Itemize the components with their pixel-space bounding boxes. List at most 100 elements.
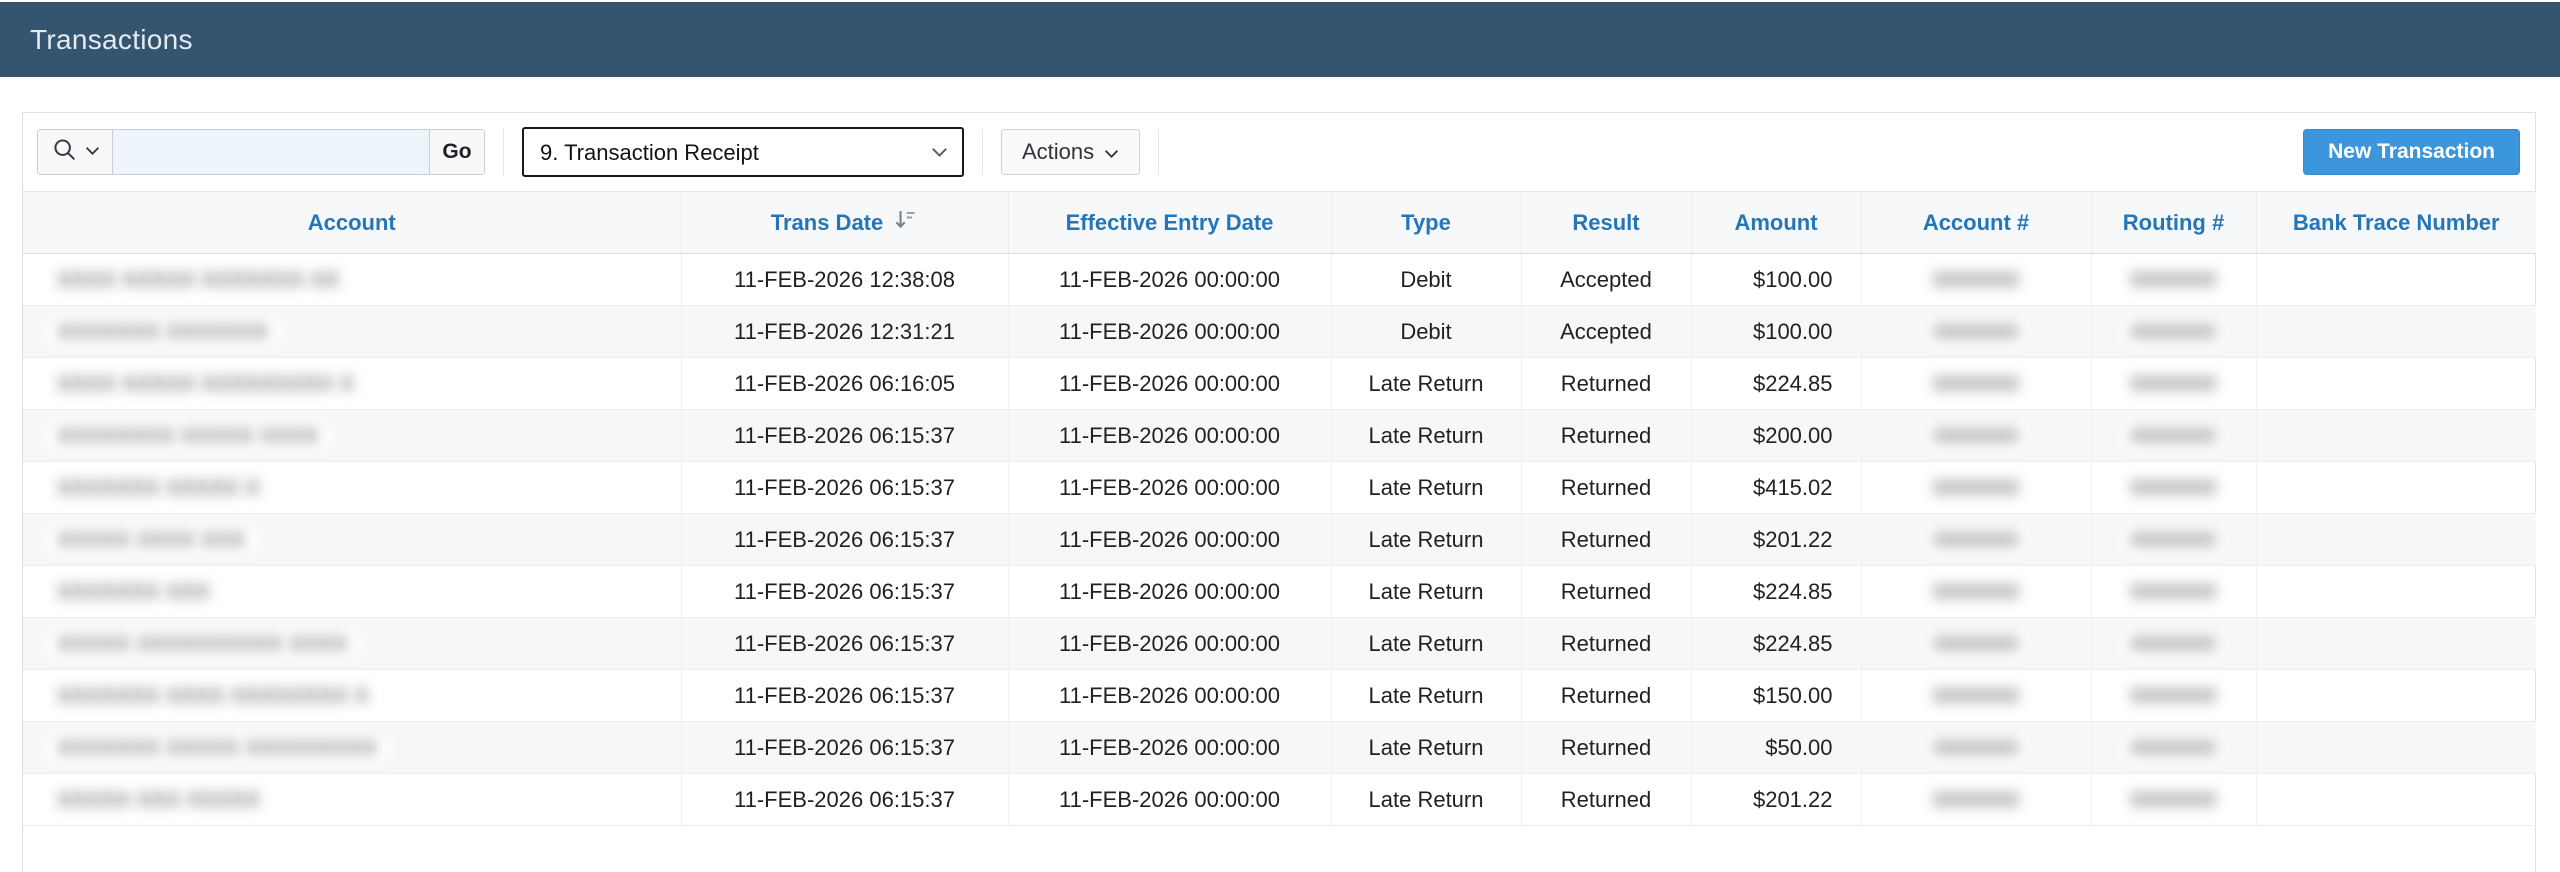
cell-effective-entry-date: 11-FEB-2026 00:00:00 — [1008, 461, 1332, 514]
cell-amount: $415.02 — [1691, 461, 1862, 514]
cell-account-number: 0000000 — [1861, 357, 2092, 410]
redacted-routing-number: 0000000 — [2122, 576, 2225, 607]
cell-trans-date: 11-FEB-2026 12:38:08 — [681, 253, 1009, 306]
table-row: XXXX XXXXX XXXXXXX XX 11-FEB-2026 12:38:… — [23, 253, 2536, 306]
redacted-account-number: 0000000 — [1925, 264, 2027, 295]
toolbar-separator — [982, 129, 983, 175]
redacted-routing-number: 0000000 — [2122, 316, 2225, 347]
cell-result: Returned — [1521, 617, 1692, 670]
table-header: Account Trans Date Effective Entr — [23, 191, 2536, 254]
cell-bank-trace-number — [2256, 357, 2536, 410]
redacted-account-number: 0000000 — [1925, 576, 2027, 607]
column-header-result[interactable]: Result — [1521, 191, 1692, 254]
actions-menu-label: Actions — [1022, 139, 1095, 164]
redacted-routing-number: 0000000 — [2122, 628, 2225, 659]
cell-account-number: 0000000 — [1861, 305, 2092, 358]
cell-effective-entry-date: 11-FEB-2026 00:00:00 — [1008, 357, 1332, 410]
redacted-routing-number: 0000000 — [2122, 784, 2225, 815]
cell-trans-date: 11-FEB-2026 06:15:37 — [681, 617, 1009, 670]
cell-account: XXXXX XXX XXXXX — [23, 773, 682, 826]
cell-account: XXXXXXX XXXXX XXXXXXXXX — [23, 721, 682, 774]
cell-effective-entry-date: 11-FEB-2026 00:00:00 — [1008, 513, 1332, 566]
redacted-account-name: XXXXX XXXX XXX — [45, 524, 258, 555]
page-header-bar: Transactions — [0, 2, 2560, 77]
transactions-report-region: Go 9. Transaction Receipt Actions Ne — [22, 112, 2536, 872]
cell-trans-date: 11-FEB-2026 06:15:37 — [681, 461, 1009, 514]
cell-type: Late Return — [1331, 565, 1522, 618]
cell-routing-number: 0000000 — [2091, 357, 2257, 410]
cell-account: XXXXXXX XXXXX X — [23, 461, 682, 514]
column-header-account[interactable]: Account — [23, 191, 682, 254]
cell-amount: $201.22 — [1691, 773, 1862, 826]
redacted-account-name: XXXXXXX XXX — [45, 576, 222, 607]
redacted-account-number: 0000000 — [1925, 732, 2027, 763]
cell-effective-entry-date: 11-FEB-2026 00:00:00 — [1008, 773, 1332, 826]
cell-routing-number: 0000000 — [2091, 773, 2257, 826]
cell-bank-trace-number — [2256, 617, 2536, 670]
table-row: XXXXXXX XXXXX X 11-FEB-2026 06:15:37 11-… — [23, 461, 2536, 514]
cell-account-number: 0000000 — [1861, 461, 2092, 514]
cell-bank-trace-number — [2256, 461, 2536, 514]
table-row: XXXX XXXXX XXXXXXXXX X 11-FEB-2026 06:16… — [23, 357, 2536, 410]
redacted-account-name: XXXX XXXXX XXXXXXX XX — [45, 264, 352, 295]
redacted-account-name: XXXXXXXX XXXXX XXXX — [45, 420, 331, 451]
new-transaction-button[interactable]: New Transaction — [2303, 129, 2520, 175]
column-header-trans-date[interactable]: Trans Date — [681, 191, 1009, 254]
cell-amount: $150.00 — [1691, 669, 1862, 722]
cell-type: Late Return — [1331, 617, 1522, 670]
cell-result: Returned — [1521, 721, 1692, 774]
cell-result: Returned — [1521, 461, 1692, 514]
search-icon — [51, 136, 79, 169]
table-row: XXXXX XXXXXXXXXX XXXX 11-FEB-2026 06:15:… — [23, 617, 2536, 670]
saved-report-selector[interactable]: 9. Transaction Receipt — [522, 127, 964, 177]
cell-bank-trace-number — [2256, 669, 2536, 722]
cell-account: XXXX XXXXX XXXXXXX XX — [23, 253, 682, 306]
table-row: XXXXXXX XXX 11-FEB-2026 06:15:37 11-FEB-… — [23, 565, 2536, 618]
redacted-account-name: XXXXX XXXXXXXXXX XXXX — [45, 628, 361, 659]
cell-type: Late Return — [1331, 773, 1522, 826]
cell-effective-entry-date: 11-FEB-2026 00:00:00 — [1008, 409, 1332, 462]
search-column-menu-button[interactable] — [37, 129, 113, 175]
cell-type: Debit — [1331, 305, 1522, 358]
cell-account: XXXXXXXX XXXXX XXXX — [23, 409, 682, 462]
table-row: XXXXXXX XXXXX XXXXXXXXX 11-FEB-2026 06:1… — [23, 721, 2536, 774]
go-button[interactable]: Go — [429, 129, 485, 175]
cell-result: Returned — [1521, 357, 1692, 410]
cell-routing-number: 0000000 — [2091, 721, 2257, 774]
cell-bank-trace-number — [2256, 305, 2536, 358]
report-toolbar: Go 9. Transaction Receipt Actions Ne — [23, 113, 2535, 191]
redacted-routing-number: 0000000 — [2122, 368, 2225, 399]
column-header-bank-trace-number[interactable]: Bank Trace Number — [2256, 191, 2536, 254]
cell-trans-date: 11-FEB-2026 06:15:37 — [681, 565, 1009, 618]
column-header-effective-entry-date[interactable]: Effective Entry Date — [1008, 191, 1332, 254]
cell-amount: $224.85 — [1691, 617, 1862, 670]
table-row: XXXXX XXXX XXX 11-FEB-2026 06:15:37 11-F… — [23, 513, 2536, 566]
cell-result: Returned — [1521, 513, 1692, 566]
cell-routing-number: 0000000 — [2091, 617, 2257, 670]
redacted-account-name: XXXXX XXX XXXXX — [45, 784, 272, 815]
cell-effective-entry-date: 11-FEB-2026 00:00:00 — [1008, 721, 1332, 774]
cell-effective-entry-date: 11-FEB-2026 00:00:00 — [1008, 669, 1332, 722]
toolbar-separator — [503, 129, 504, 175]
cell-account-number: 0000000 — [1861, 617, 2092, 670]
cell-routing-number: 0000000 — [2091, 669, 2257, 722]
cell-trans-date: 11-FEB-2026 06:15:37 — [681, 773, 1009, 826]
cell-account-number: 0000000 — [1861, 565, 2092, 618]
saved-report-selector-wrap: 9. Transaction Receipt — [522, 127, 964, 177]
column-header-amount[interactable]: Amount — [1691, 191, 1862, 254]
redacted-account-name: XXXXXXX XXXXXXX — [45, 316, 281, 347]
cell-type: Late Return — [1331, 669, 1522, 722]
column-header-account-number[interactable]: Account # — [1861, 191, 2092, 254]
table-row: XXXXX XXX XXXXX 11-FEB-2026 06:15:37 11-… — [23, 773, 2536, 826]
actions-menu-button[interactable]: Actions — [1001, 129, 1141, 175]
column-header-type[interactable]: Type — [1331, 191, 1522, 254]
cell-account: XXXXX XXXXXXXXXX XXXX — [23, 617, 682, 670]
cell-amount: $200.00 — [1691, 409, 1862, 462]
cell-result: Returned — [1521, 565, 1692, 618]
page-title: Transactions — [30, 23, 193, 55]
chevron-down-icon — [85, 143, 100, 161]
redacted-account-number: 0000000 — [1925, 680, 2027, 711]
column-header-routing-number[interactable]: Routing # — [2091, 191, 2257, 254]
sort-descending-icon — [891, 206, 918, 239]
search-input[interactable] — [113, 129, 429, 175]
